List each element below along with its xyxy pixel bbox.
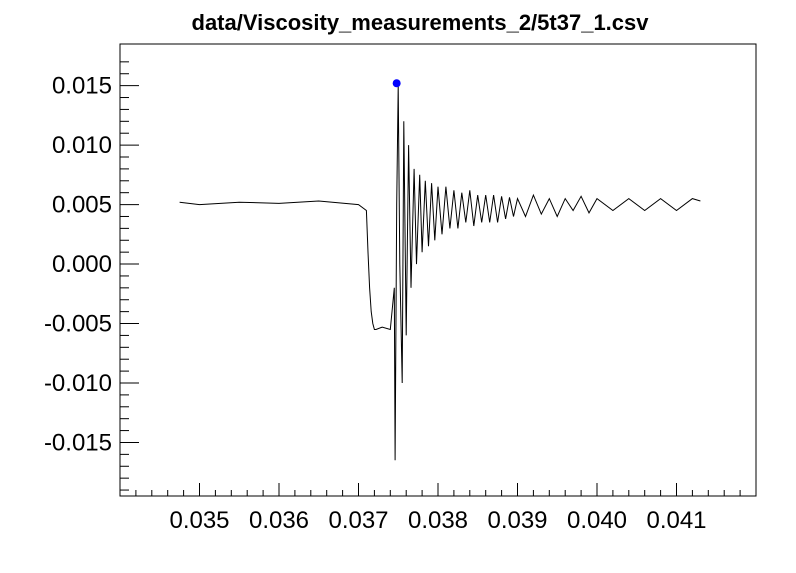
x-tick-label: 0.035 [169,507,229,534]
x-axis: 0.035 0.036 0.037 0.038 0.039 0.040 0.041 [135,483,741,534]
y-tick-label: -0.005 [44,311,112,338]
plot-frame [119,43,757,497]
x-tick-label: 0.039 [487,507,547,534]
y-axis: -0.015 -0.010 -0.005 0.000 0.005 0.010 0.015 [44,61,139,491]
x-tick-label: 0.037 [328,507,388,534]
peak-marker [392,79,401,88]
x-tick-label: 0.040 [567,507,627,534]
y-tick-label: -0.015 [44,429,112,456]
chart-title: data/Viscosity_measurements_2/5t37_1.csv [192,10,650,35]
x-tick-label: 0.036 [249,507,309,534]
signal-trace [179,85,701,461]
x-tick-label: 0.038 [408,507,468,534]
y-tick-label: -0.010 [44,370,112,397]
y-tick-label: 0.015 [52,73,112,100]
y-tick-label: 0.010 [52,132,112,159]
y-tick-label: 0.000 [52,251,112,278]
plot-area [179,79,701,461]
x-tick-label: 0.041 [646,507,706,534]
y-tick-label: 0.005 [52,192,112,219]
